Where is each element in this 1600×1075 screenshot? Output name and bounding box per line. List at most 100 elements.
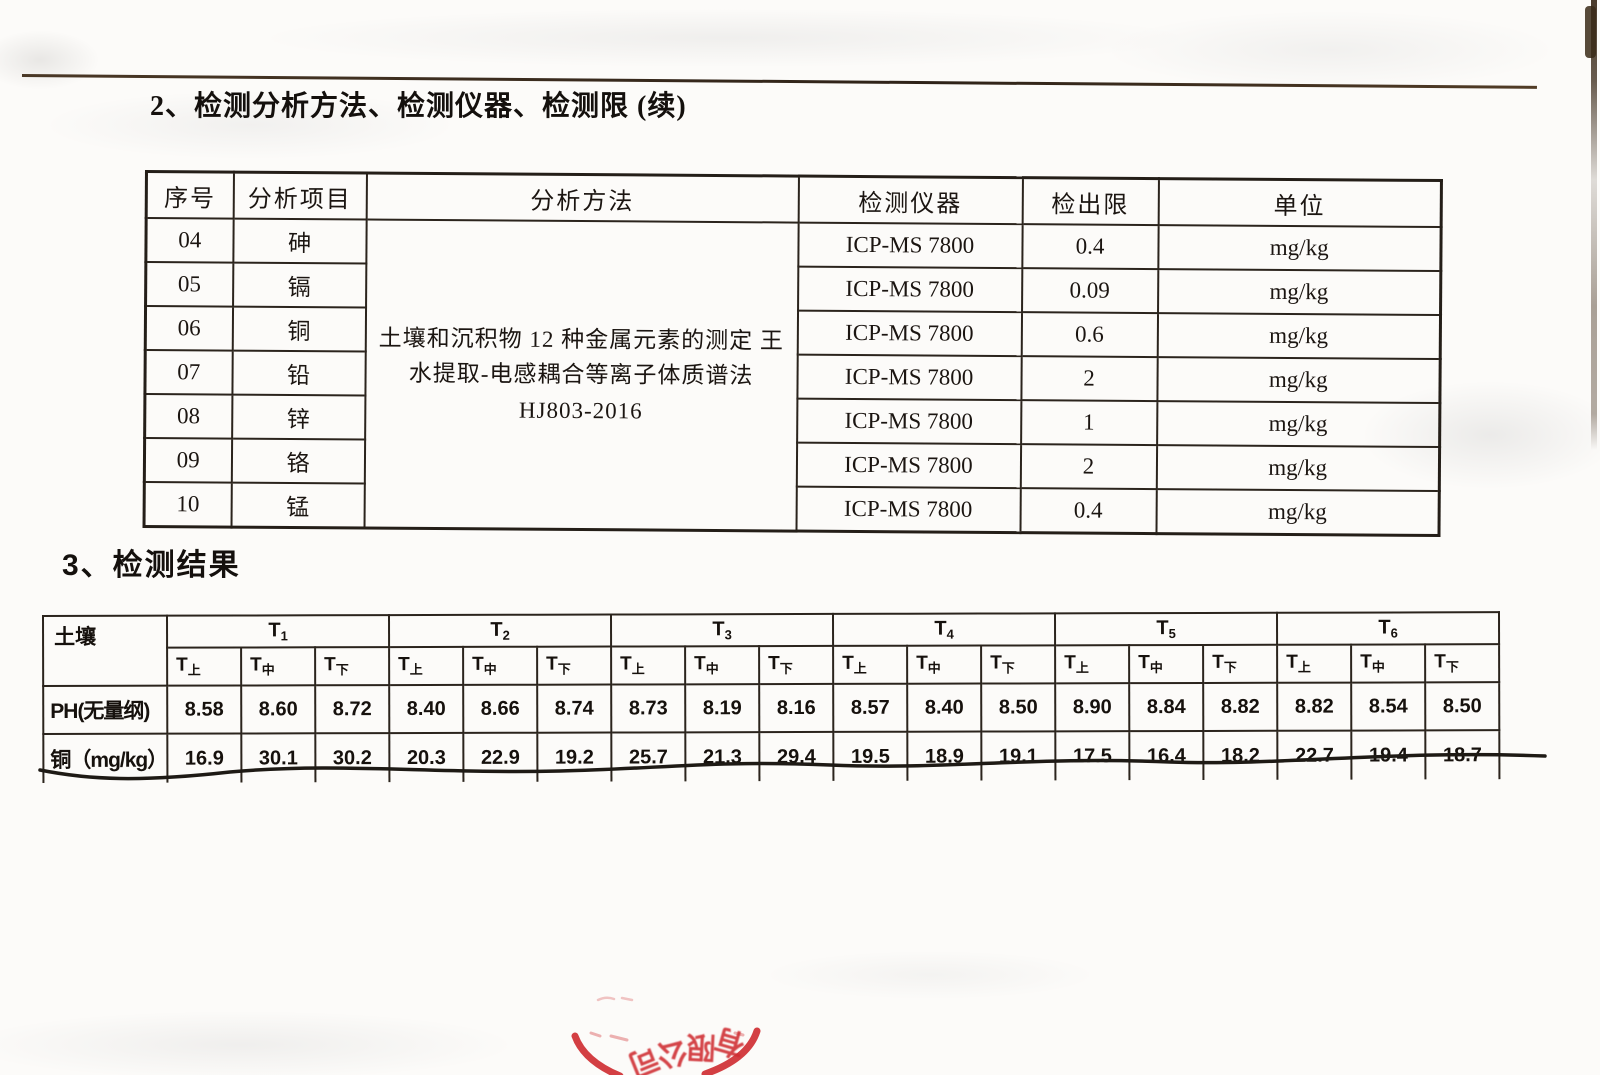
ph-value-cell: 8.73 <box>611 684 686 733</box>
cu-value-cell: 19.5 <box>833 731 908 781</box>
subcol-header: T下 <box>759 645 834 685</box>
subcol-header: T上 <box>1277 644 1352 683</box>
row-item: 锌 <box>231 394 365 440</box>
cu-value-cell: 22.9 <box>463 732 538 782</box>
row-limit: 2 <box>1020 356 1158 402</box>
row-no: 10 <box>144 482 232 528</box>
group-header-t2: T2 <box>389 614 612 648</box>
row-instrument: ICP-MS 7800 <box>796 442 1021 489</box>
row-item: 砷 <box>232 218 367 264</box>
ph-value-cell: 8.57 <box>833 683 908 732</box>
ph-value-cell: 8.72 <box>315 685 390 734</box>
ph-row: PH(无量纲) 8.58 8.60 8.72 8.40 8.66 8.74 8.… <box>43 682 1500 734</box>
row-instrument: ICP-MS 7800 <box>797 222 1023 269</box>
cu-value-cell: 16.4 <box>1129 730 1204 781</box>
ph-value-cell: 8.82 <box>1277 682 1352 731</box>
subcol-header: T上 <box>1055 645 1130 684</box>
cu-value-cell: 30.1 <box>241 733 316 783</box>
section-3-title: 3、检测结果 <box>62 549 241 582</box>
row-limit: 0.4 <box>1019 488 1157 534</box>
group-header-t1: T1 <box>167 615 390 648</box>
scan-smudge <box>760 950 1100 1000</box>
cu-value-cell: 30.2 <box>315 733 390 783</box>
row-item: 铅 <box>231 350 366 396</box>
results-subcol-header-row: T上 T中 T下 T上 T中 T下 T上 T中 T下 T上 T中 T下 T上 T… <box>43 644 1500 686</box>
group-header-t6: T6 <box>1277 612 1500 645</box>
scan-smudge <box>1100 10 1560 90</box>
cu-value-cell: 20.3 <box>389 732 464 783</box>
subcol-header: T上 <box>389 646 464 686</box>
row-instrument: ICP-MS 7800 <box>796 398 1021 445</box>
scan-smudge <box>0 30 100 90</box>
row-unit: mg/kg <box>1156 445 1440 492</box>
row-instrument: ICP-MS 7800 <box>796 354 1022 401</box>
ph-value-cell: 8.40 <box>389 684 464 734</box>
analysis-method-cell: 土壤和沉积物 12 种金属元素的测定 王 水提取-电感耦合等离子体质谱法 HJ8… <box>364 219 799 532</box>
col-header-item: 分析项目 <box>233 172 367 220</box>
row-no: 06 <box>145 306 233 351</box>
row-unit: mg/kg <box>1157 269 1441 316</box>
cu-value-cell: 25.7 <box>611 732 686 782</box>
row-no: 08 <box>144 394 232 439</box>
subcol-header: T下 <box>1425 644 1500 683</box>
row-unit: mg/kg <box>1155 489 1440 536</box>
row-item: 镉 <box>232 262 366 308</box>
ph-value-cell: 8.19 <box>685 684 760 733</box>
copper-row-label: 铜（mg/kg） <box>43 733 168 783</box>
row-unit: mg/kg <box>1156 357 1441 404</box>
row-item: 铜 <box>232 306 366 352</box>
row-no: 07 <box>144 350 233 395</box>
corner-label: 土壤 <box>43 615 168 686</box>
cu-value-cell: 19.1 <box>981 731 1056 781</box>
row-no: 04 <box>145 218 234 263</box>
subcol-header: T中 <box>1129 644 1204 684</box>
page-edge-mark <box>1585 6 1596 58</box>
page-edge-shadow <box>1591 0 1597 450</box>
row-limit: 1 <box>1020 400 1157 446</box>
ph-value-cell: 8.54 <box>1351 682 1426 731</box>
scan-smudge <box>250 8 1200 68</box>
row-unit: mg/kg <box>1156 401 1440 448</box>
row-limit: 2 <box>1020 444 1157 490</box>
ph-value-cell: 8.50 <box>1425 682 1500 731</box>
subcol-header: T中 <box>241 647 316 686</box>
cu-value-cell: 18.9 <box>907 731 982 781</box>
ph-value-cell: 8.84 <box>1129 682 1204 732</box>
row-unit: mg/kg <box>1157 313 1441 360</box>
ph-row-label: PH(无量纲) <box>43 685 168 734</box>
method-line: 土壤和沉积物 12 种金属元素的测定 王 <box>378 325 785 353</box>
col-header-instrument: 检测仪器 <box>798 176 1023 225</box>
subcol-header: T下 <box>315 647 390 686</box>
subcol-header: T中 <box>685 646 760 685</box>
row-no: 05 <box>145 262 233 307</box>
copper-row: 铜（mg/kg） 16.9 30.1 30.2 20.3 22.9 19.2 2… <box>43 730 1500 783</box>
ph-value-cell: 8.60 <box>241 685 316 734</box>
col-header-no: 序号 <box>146 171 234 219</box>
group-header-t4: T4 <box>833 613 1056 646</box>
scan-smudge <box>0 1010 520 1075</box>
ph-value-cell: 8.74 <box>537 684 612 733</box>
ph-value-cell: 8.66 <box>463 684 538 733</box>
cu-value-cell: 16.9 <box>167 733 242 783</box>
subcol-header: T中 <box>1351 644 1426 683</box>
row-unit: mg/kg <box>1157 225 1442 272</box>
group-header-t3: T3 <box>611 613 834 647</box>
results-table-container: 土壤 T1 T2 T3 T4 T5 T6 T上 T中 T下 T上 T中 T下 T… <box>42 611 1501 783</box>
row-limit: 0.4 <box>1021 224 1159 270</box>
row-no: 09 <box>144 438 232 483</box>
section-2-title: 2、检测分析方法、检测仪器、检测限 (续) <box>150 91 687 122</box>
cu-value-cell: 29.4 <box>759 731 834 782</box>
ph-value-cell: 8.58 <box>167 685 242 734</box>
subcol-header: T上 <box>833 645 908 684</box>
subcol-header: T上 <box>167 647 242 686</box>
row-instrument: ICP-MS 7800 <box>797 310 1022 357</box>
method-line: HJ803-2016 <box>518 397 643 424</box>
row-limit: 0.6 <box>1021 312 1158 358</box>
row-item: 锰 <box>231 482 365 529</box>
cu-value-cell: 19.2 <box>537 732 612 782</box>
row-item: 铬 <box>231 438 365 484</box>
subcol-header: T下 <box>1203 644 1278 683</box>
row-instrument: ICP-MS 7800 <box>795 486 1021 533</box>
